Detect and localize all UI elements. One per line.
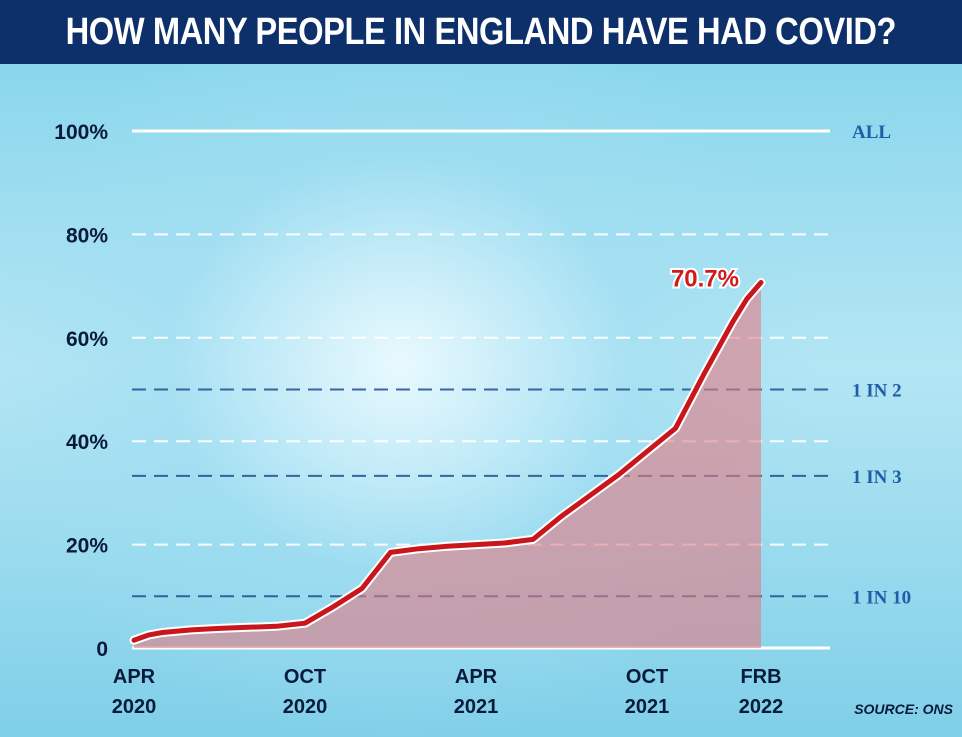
- x-axis-ticks: APR 2020 OCT 2020 APR 2021 OCT 2021 FRB 2022: [112, 666, 784, 718]
- x-tick-label: APR: [113, 666, 156, 688]
- series-line: [129, 278, 766, 645]
- annotations: 70.7%: [669, 263, 741, 294]
- x-tick-label: 2020: [283, 696, 328, 718]
- header-banner: HOW MANY PEOPLE IN ENGLAND HAVE HAD COVI…: [0, 0, 962, 64]
- y-tick-label: 100%: [54, 121, 108, 144]
- reference-label: 1 IN 10: [852, 587, 911, 608]
- x-tick-label: 2021: [454, 696, 499, 718]
- x-tick-label: APR: [455, 666, 498, 688]
- y-axis-ticks: 0 20% 40% 60% 80% 100%: [54, 121, 108, 661]
- x-tick-label: 2020: [112, 696, 157, 718]
- reference-labels: ALL 1 IN 2 1 IN 3 1 IN 10: [852, 122, 911, 608]
- page-title: HOW MANY PEOPLE IN ENGLAND HAVE HAD COVI…: [65, 10, 897, 53]
- data-label: 70.7%: [671, 265, 739, 292]
- y-tick-label: 60%: [66, 328, 108, 351]
- y-tick-label: 40%: [66, 431, 108, 454]
- area-series-fill: [134, 282, 761, 648]
- x-tick-label: FRB: [740, 666, 781, 688]
- reference-label: 1 IN 2: [852, 381, 902, 402]
- y-tick-label: 80%: [66, 224, 108, 247]
- reference-label: 1 IN 3: [852, 467, 902, 488]
- x-tick-label: 2021: [625, 696, 670, 718]
- area-fill: [134, 282, 761, 648]
- x-tick-label: OCT: [284, 666, 326, 688]
- series-line-path: [131, 280, 764, 643]
- source-label: SOURCE: ONS: [854, 701, 953, 717]
- x-tick-label: 2022: [739, 696, 784, 718]
- x-tick-label: OCT: [626, 666, 668, 688]
- reference-label: ALL: [852, 122, 891, 143]
- y-tick-label: 0: [96, 638, 108, 661]
- y-tick-label: 20%: [66, 535, 108, 558]
